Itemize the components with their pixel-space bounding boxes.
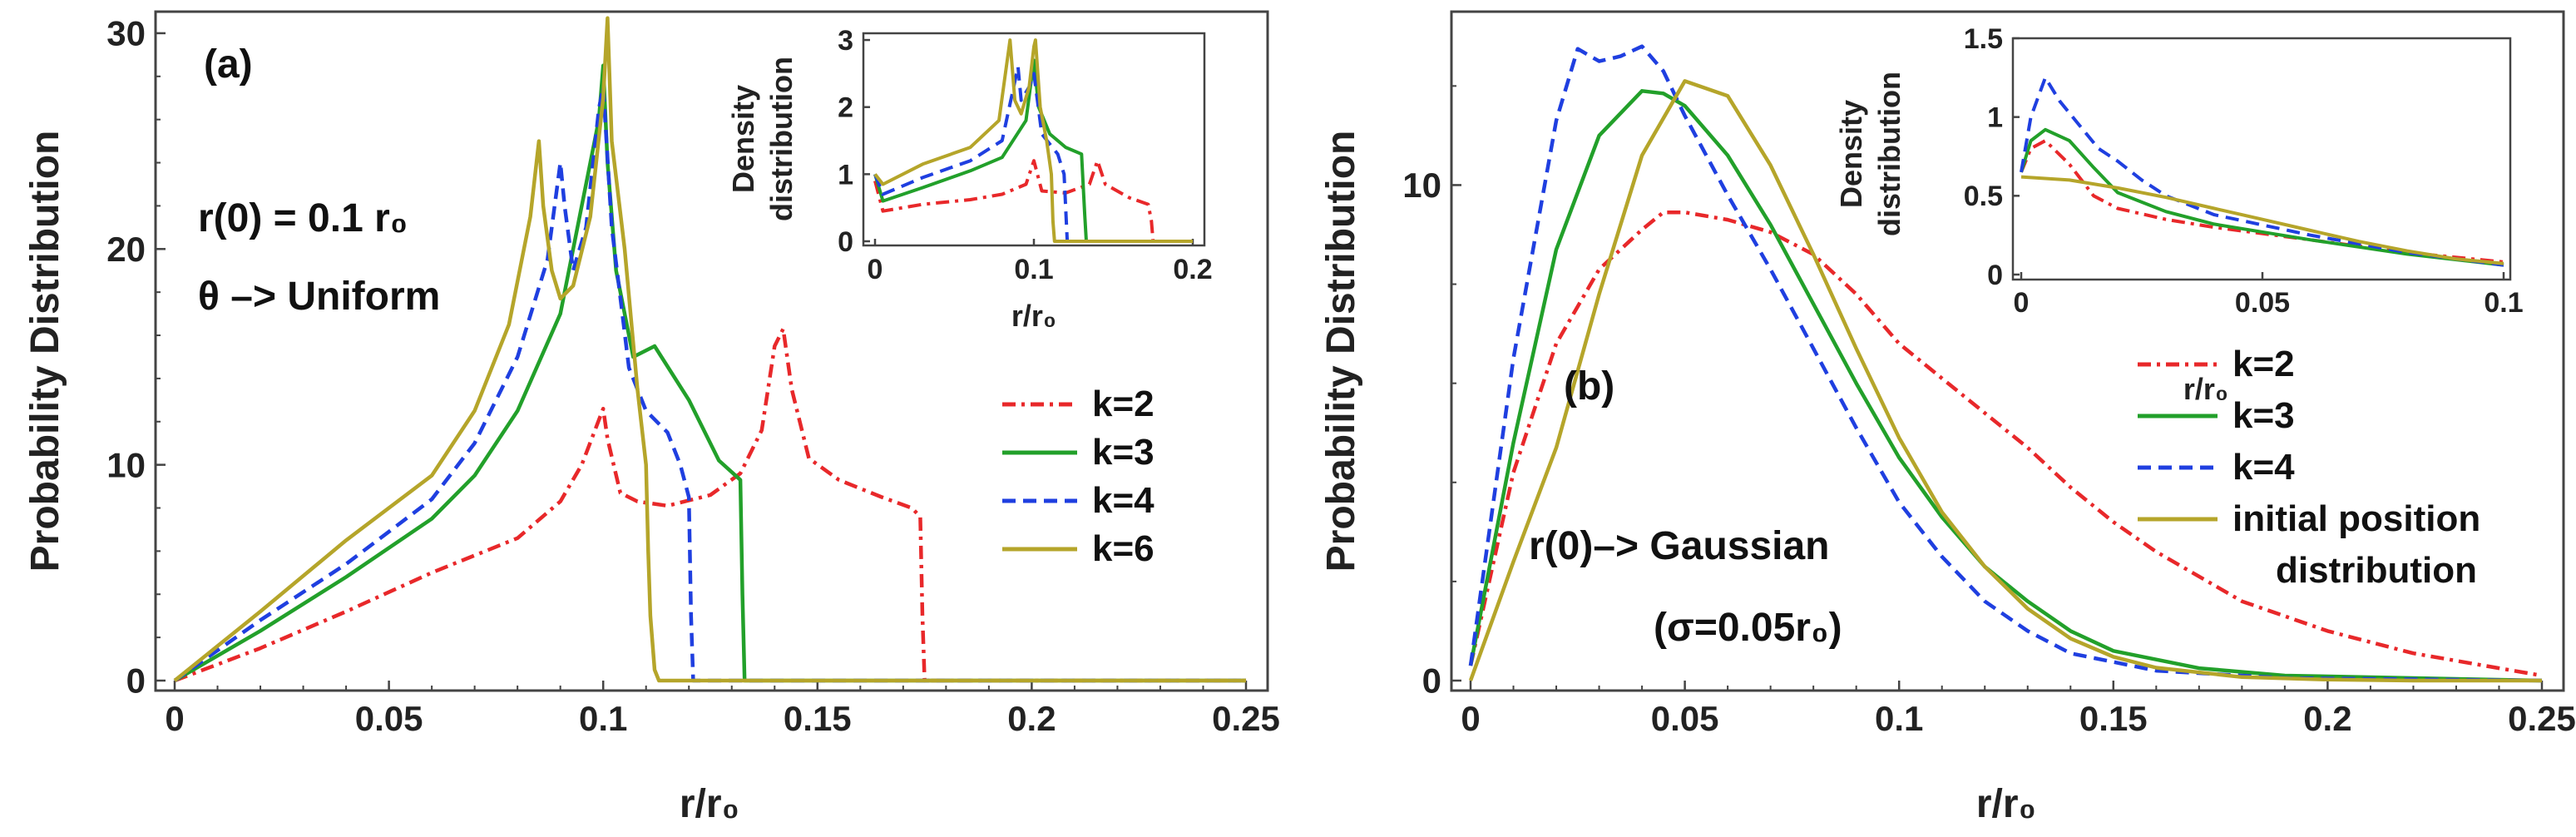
panel-b-annotation-sigma: (σ=0.05r₀) [1654,606,1842,650]
series-line-initial-position-distribution [1468,79,2542,683]
legend-label: k=6 [1092,528,1155,569]
x-tick-label: 0.25 [2508,699,2576,738]
panel-a-series [173,16,1246,683]
series-line-k-4 [173,85,1246,683]
panel-b-x-axis-title: r/r₀ [1976,782,2036,826]
panel-b-frame [1450,10,2565,692]
y-tick-label: 0 [1987,260,2003,291]
panel-a-inset-ticks: 0 0.1 0.2 0 1 2 3 [838,25,1213,285]
series-line-k-4 [2020,76,2504,267]
panel-b-inset-y-axis-title-line1: Density [1834,100,1868,208]
panel-b-series [1468,44,2543,683]
x-tick-label: 0 [868,254,883,285]
panel-b-annotation-gaussian: r(0)–> Gaussian [1529,524,1830,568]
y-tick-label: 10 [1402,166,1441,205]
panel-b-inset-y-axis-title-line2: distribution [1872,72,1906,236]
y-tick-label: 1 [1987,102,2003,134]
panel-a-inset-y-axis-title-line1: Density [726,85,760,193]
x-tick-label: 0.15 [784,699,852,738]
panel-b-legend: k=2 k=3 k=4 initial position distribution [2138,344,2480,591]
x-tick-label: 0.1 [2484,287,2523,319]
series-line-k-4 [873,65,1193,243]
x-tick-label: 0.2 [2303,699,2351,738]
panel-b-y-axis-title: Probability Distribution [1319,131,1363,572]
panel-b-inset-x-axis-title: r/r₀ [2183,372,2228,406]
panel-a-inset-series [873,38,1193,243]
series-line-k-4 [1468,44,2543,683]
panel-a-legend: k=2 k=3 k=4 k=6 [1002,384,1155,569]
series-line-k-6 [173,16,1246,683]
y-tick-label: 10 [106,445,146,484]
y-tick-label: 0.5 [1964,181,2003,212]
legend-label: k=2 [1092,384,1155,424]
panel-a-x-axis-title: r/r₀ [680,782,739,826]
x-tick-label: 0.05 [2235,287,2290,319]
panel-a-inset-y-axis-title-line2: distribution [764,57,799,221]
legend-label: distribution [2276,550,2477,591]
panel-a-inset-x-axis-title: r/r₀ [1011,299,1056,333]
panel-a-annotation-theta: θ –> Uniform [198,275,440,319]
x-tick-label: 0.1 [1014,254,1053,285]
y-tick-label: 1 [838,159,853,191]
y-tick-label: 0 [1422,661,1441,701]
x-tick-label: 0.05 [355,699,423,738]
panel-b-inset-ticks: 0 0.05 0.1 0 0.5 1 1.5 [1964,23,2524,319]
panel-b-inset-chart: 0 0.05 0.1 0 0.5 1 1.5 r/r₀ Density distributi… [1834,23,2524,406]
x-tick-label: 0.15 [2079,699,2148,738]
x-tick-label: 0.1 [1875,699,1923,738]
panel-a-y-axis-title: Probability Distribution [23,131,67,572]
series-line-k-6 [873,38,1193,243]
legend-label: k=4 [2232,447,2295,488]
legend-label: k=3 [2232,395,2295,436]
x-tick-label: 0 [1461,699,1480,738]
y-tick-label: 3 [838,25,853,57]
x-tick-label: 0.25 [1212,699,1280,738]
x-tick-label: 0 [165,699,184,738]
y-tick-label: 2 [838,92,853,124]
x-tick-label: 0.05 [1651,699,1719,738]
x-tick-label: 0.2 [1007,699,1056,738]
series-line-k-2 [1468,210,2543,678]
legend-label: k=2 [2232,344,2295,384]
panel-b-inset-series [2020,76,2504,267]
series-line-k-3 [2020,127,2504,267]
y-tick-label: 0 [126,661,146,701]
panel-b-inset-frame [2011,37,2512,281]
panel-a-label: (a) [204,42,253,87]
legend-label: k=4 [1092,480,1155,521]
panel-a-frame [154,10,1269,692]
legend-label: k=3 [1092,432,1155,473]
panel-b-label: (b) [1564,364,1614,409]
series-line-initial-position-distribution [2020,175,2504,265]
series-line-k-3 [1468,89,2543,683]
series-line-k-2 [174,327,1246,683]
x-tick-label: 0.2 [1173,254,1212,285]
y-tick-label: 1.5 [1964,23,2003,55]
y-tick-label: 30 [106,14,146,53]
y-tick-label: 20 [106,230,146,269]
panel-a-annotation-r0: r(0) = 0.1 r₀ [198,196,408,240]
panel-a-inset-chart: 0 0.1 0.2 0 1 2 3 r/r₀ Density distribution [726,25,1213,333]
y-tick-label: 0 [838,226,853,258]
x-tick-label: 0.1 [579,699,627,738]
legend-label: initial position [2232,498,2480,539]
x-tick-label: 0 [2014,287,2030,319]
